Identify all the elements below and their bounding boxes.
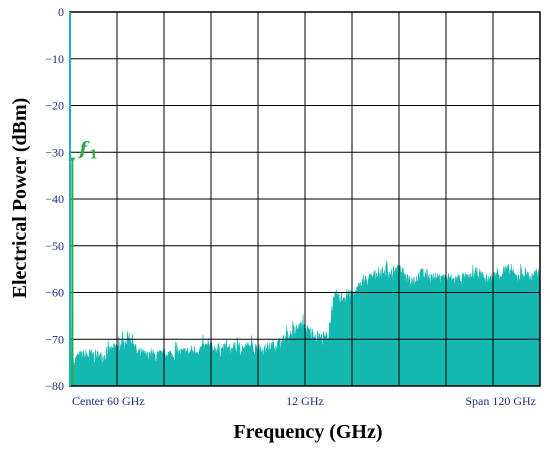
x-tick-label: Span 120 GHz: [465, 394, 536, 408]
y-tick-label: −60: [45, 286, 64, 300]
y-tick-labels: 0 −10 −20 −30 −40 −50 −60 −70 −80: [45, 5, 64, 393]
y-axis-title: Electrical Power (dBm): [9, 98, 31, 299]
y-tick-label: −40: [45, 192, 64, 206]
x-tick-labels: Center 60 GHz 12 GHz Span 120 GHz: [72, 394, 536, 408]
x-tick-label: 12 GHz: [286, 394, 324, 408]
x-tick-label: Center 60 GHz: [72, 394, 145, 408]
y-tick-label: −70: [45, 332, 64, 346]
y-tick-label: −80: [45, 379, 64, 393]
marker-label-f1: f: [77, 139, 90, 160]
y-tick-label: −30: [45, 145, 64, 159]
x-axis-title: Frequency (GHz): [233, 421, 382, 443]
plot-frame: [69, 11, 541, 387]
y-tick-label: −20: [45, 99, 64, 113]
y-tick-label: 0: [58, 5, 64, 19]
marker-label-subscript: 1: [89, 148, 97, 162]
grid-layer: [70, 12, 540, 386]
y-tick-label: −10: [45, 52, 64, 66]
y-tick-label: −50: [45, 239, 64, 253]
